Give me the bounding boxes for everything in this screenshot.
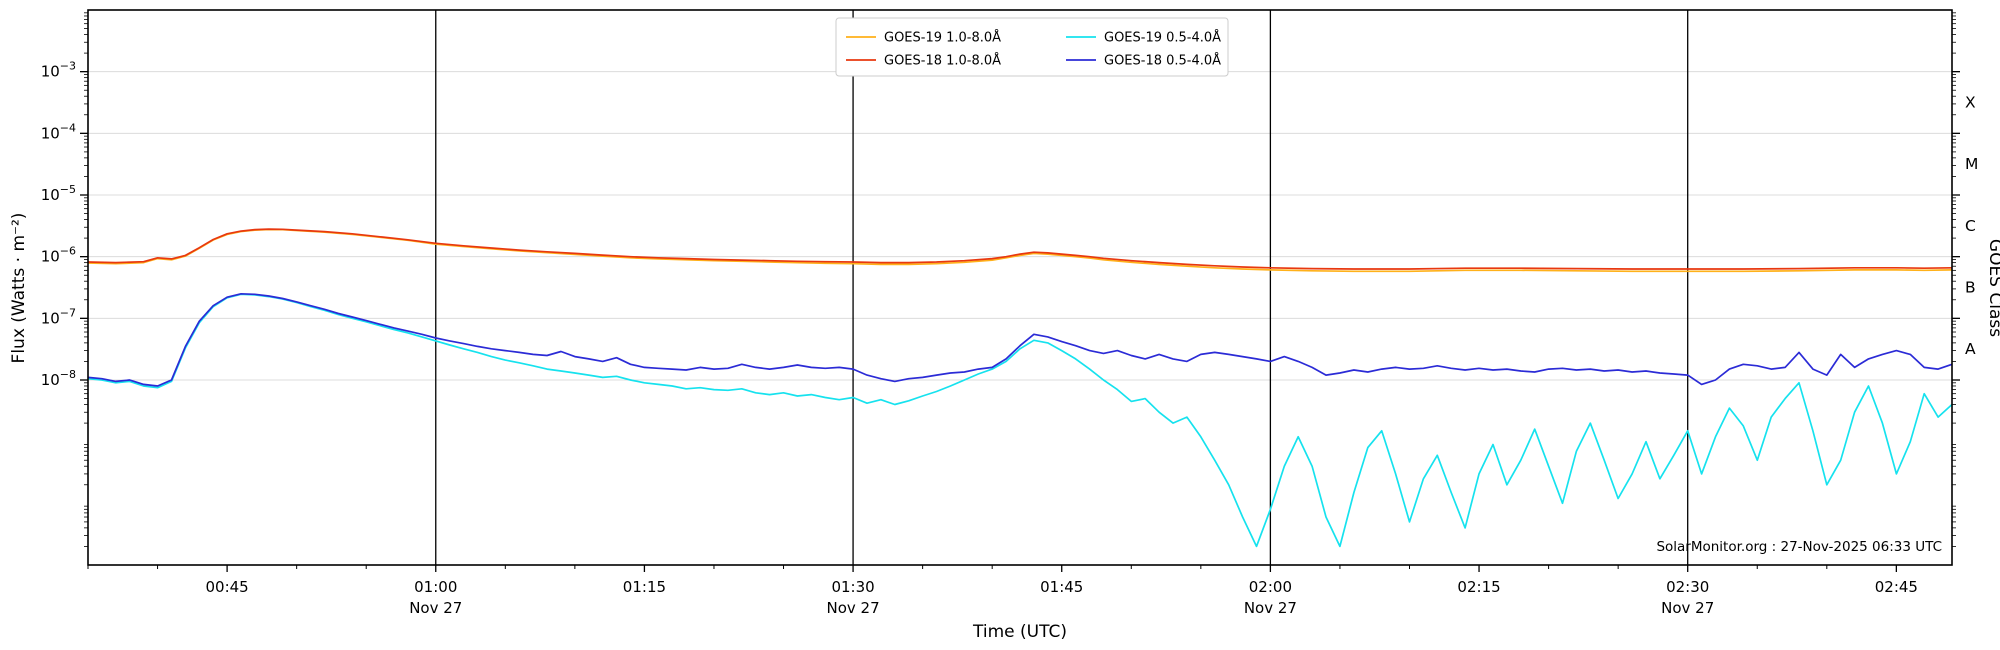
- y-tick-label: 10−7: [41, 306, 76, 327]
- x-axis-label: Time (UTC): [972, 622, 1067, 642]
- goes-class-letter-M: M: [1965, 155, 1978, 173]
- y-tick-label: 10−4: [41, 121, 76, 142]
- series-line-goes19-short: [88, 293, 1952, 548]
- legend-label: GOES-19 0.5-4.0Å: [1104, 30, 1221, 46]
- legend-label: GOES-19 1.0-8.0Å: [884, 30, 1001, 46]
- legend-label: GOES-18 0.5-4.0Å: [1104, 53, 1221, 69]
- x-tick-label: 02:30: [1666, 578, 1709, 596]
- series-line-goes18-long: [88, 228, 1952, 270]
- x-tick-date-label: Nov 27: [409, 599, 462, 617]
- y-tick-label: 10−3: [41, 60, 76, 81]
- watermark: SolarMonitor.org : 27-Nov-2025 06:33 UTC: [1656, 539, 1942, 555]
- y-tick-label: 10−8: [41, 368, 76, 389]
- plot-border: [87, 9, 1953, 566]
- x-tick-label: 00:45: [205, 578, 248, 596]
- y-axis-label-right: GOES Class: [1985, 239, 2000, 337]
- y-tick-label: 10−5: [41, 183, 76, 204]
- x-tick-label: 01:45: [1040, 578, 1083, 596]
- series-group: [88, 228, 1952, 548]
- legend-label: GOES-18 1.0-8.0Å: [884, 53, 1001, 69]
- x-tick-label: 02:15: [1457, 578, 1500, 596]
- series-line-goes18-short: [88, 292, 1952, 387]
- x-tick-label: 01:15: [623, 578, 666, 596]
- x-tick-date-label: Nov 27: [827, 599, 880, 617]
- x-tick-date-label: Nov 27: [1244, 599, 1297, 617]
- x-tick-label: 01:00: [414, 578, 457, 596]
- goes-class-letter-A: A: [1965, 340, 1976, 358]
- goes-class-letter-C: C: [1965, 217, 1976, 235]
- y-tick-label: 10−6: [41, 245, 76, 266]
- x-tick-label: 01:30: [831, 578, 874, 596]
- legend-box: [835, 17, 1229, 77]
- x-tick-label: 02:00: [1249, 578, 1292, 596]
- x-tick-label: 02:45: [1875, 578, 1918, 596]
- goes-class-letter-X: X: [1965, 94, 1976, 112]
- y-axis-label-left: Flux (Watts · m⁻²): [9, 213, 29, 364]
- goes-class-letter-B: B: [1965, 279, 1976, 297]
- x-tick-date-label: Nov 27: [1661, 599, 1714, 617]
